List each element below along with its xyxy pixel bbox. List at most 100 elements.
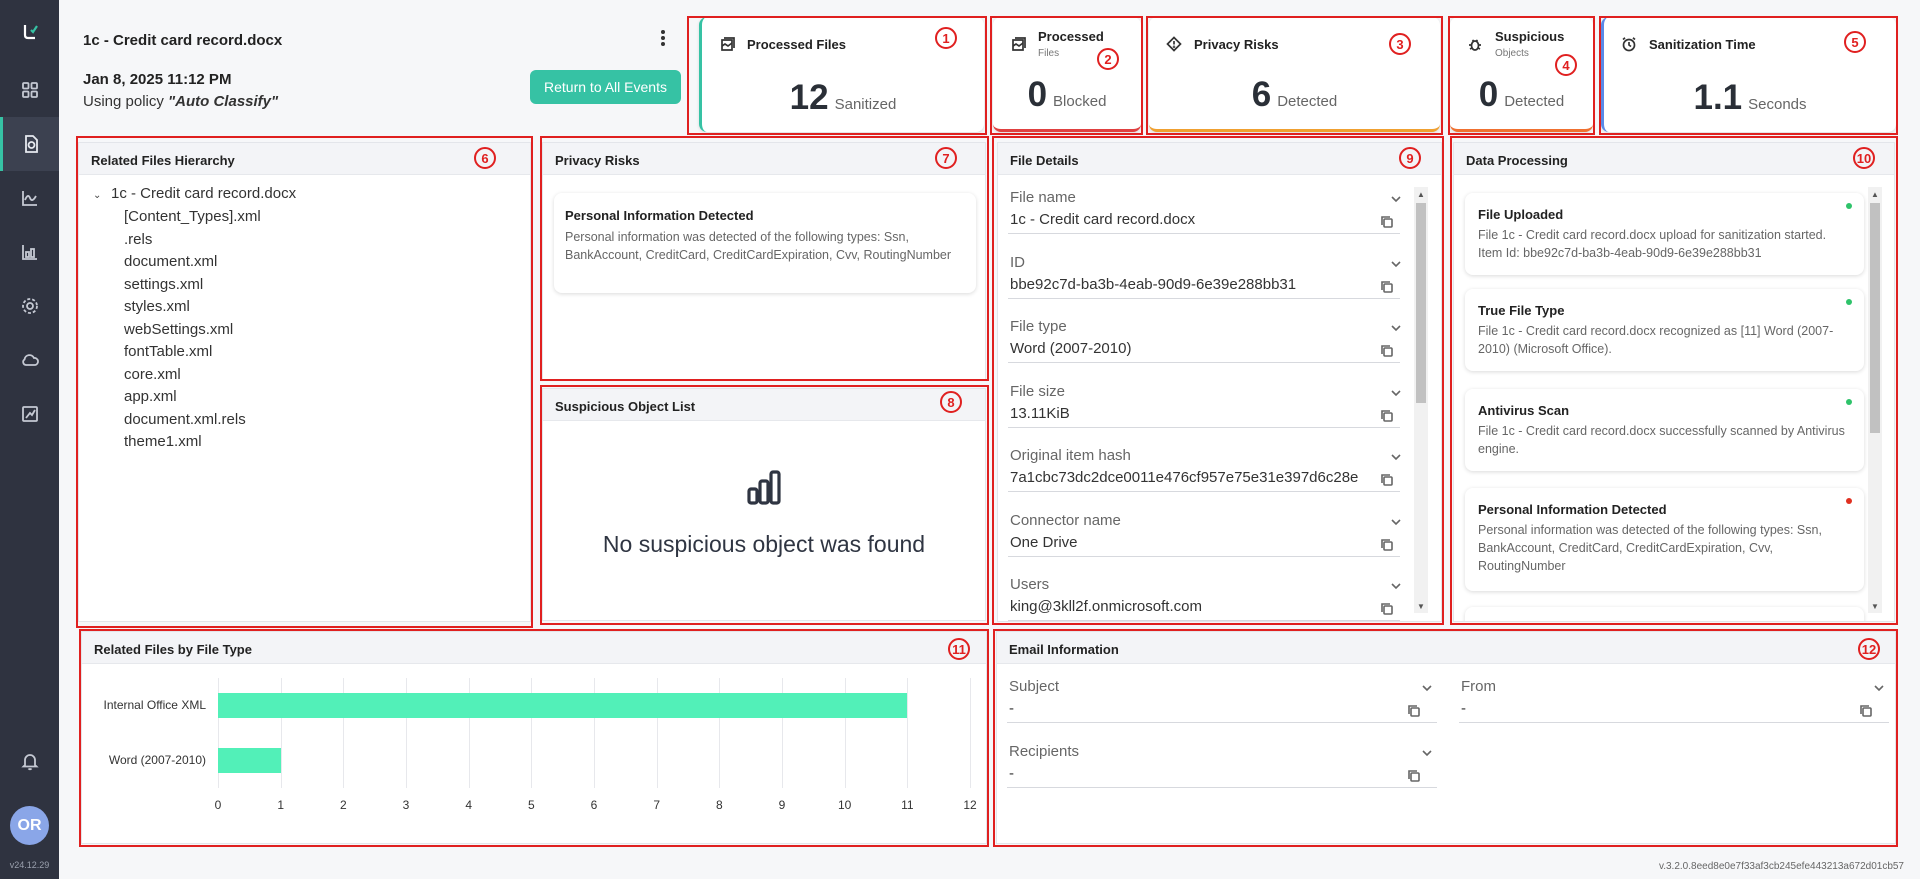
stat-card[interactable]: Processed Files 12 Sanitized	[699, 17, 984, 132]
processing-step-card[interactable]: File Uploaded File 1c - Credit card recor…	[1465, 193, 1864, 275]
dashboard-grid-icon[interactable]	[0, 63, 59, 117]
data-processing-scrollbar[interactable]: ▲ ▼	[1868, 187, 1882, 613]
scroll-up-arrow-icon[interactable]: ▲	[1871, 189, 1879, 199]
tree-root-item[interactable]: ⌄ 1c - Credit card record.docx	[93, 185, 296, 202]
processing-step-card[interactable]	[1465, 607, 1864, 621]
panel-title: Related Files Hierarchy	[79, 143, 530, 175]
tree-child-item[interactable]: .rels	[124, 230, 153, 248]
chart-bar[interactable]	[218, 748, 281, 773]
tree-child-item[interactable]: document.xml.rels	[124, 410, 246, 428]
stat-value: 1.1	[1693, 78, 1743, 117]
copy-icon[interactable]	[1380, 280, 1394, 294]
avatar[interactable]: OR	[10, 806, 49, 845]
scroll-down-arrow-icon[interactable]: ▼	[1871, 601, 1879, 611]
copy-icon[interactable]	[1407, 769, 1421, 783]
stat-value-row: 0 Detected	[1450, 75, 1593, 115]
tree-child-item[interactable]: document.xml	[124, 253, 218, 270]
file-details-panel: File Details File name 1c - Credit card r…	[997, 142, 1442, 622]
chevron-down-icon[interactable]	[1389, 321, 1403, 335]
scroll-up-arrow-icon[interactable]: ▲	[1417, 189, 1425, 199]
email-field: Subject -	[997, 678, 1445, 738]
stat-card[interactable]: Privacy Risks 6 Detected	[1149, 17, 1440, 132]
tree-child-item[interactable]: core.xml	[124, 365, 181, 383]
email-info-panel: Email Information Subject - From - Recipient…	[996, 631, 1896, 844]
processing-step-card[interactable]: Personal Information Detected Personal in…	[1465, 488, 1864, 591]
processing-step-card[interactable]: Antivirus Scan File 1c - Credit card reco…	[1465, 389, 1864, 471]
stat-unit: Seconds	[1748, 96, 1807, 113]
chevron-down-icon[interactable]	[1420, 681, 1434, 695]
chevron-down-icon[interactable]	[1389, 579, 1403, 593]
processing-steps: File Uploaded File 1c - Credit card recor…	[1454, 175, 1874, 621]
tree-child-item[interactable]: [Content_Types].xml	[124, 208, 261, 225]
step-title: Personal Information Detected	[1478, 502, 1667, 517]
tree-child-item[interactable]: fontTable.xml	[124, 343, 213, 360]
field-label: File size	[1010, 382, 1066, 400]
step-text: File 1c - Credit card record.docx upload…	[1478, 228, 1827, 260]
copy-icon[interactable]	[1380, 602, 1394, 616]
field-underline	[1007, 787, 1437, 788]
tree-child-item[interactable]: styles.xml	[124, 298, 190, 315]
file-detail-fields: File name 1c - Credit card record.docx ID b…	[998, 143, 1408, 621]
copy-icon[interactable]	[1380, 473, 1394, 487]
copy-icon[interactable]	[1380, 538, 1394, 552]
chevron-down-icon[interactable]	[1389, 257, 1403, 271]
chevron-down-icon[interactable]	[1872, 681, 1886, 695]
copy-icon[interactable]	[1407, 704, 1421, 718]
chevron-down-icon[interactable]	[1389, 386, 1403, 400]
chart-gridline	[343, 678, 345, 788]
chevron-down-icon[interactable]	[1389, 450, 1403, 464]
processing-step-card[interactable]: True File Type File 1c - Credit card reco…	[1465, 289, 1864, 371]
stat-title: Privacy Risks	[1194, 37, 1279, 52]
scrollbar-thumb[interactable]	[1870, 203, 1880, 433]
tree-root-label: 1c - Credit card record.docx	[111, 185, 297, 202]
chart-bar[interactable]	[218, 693, 908, 718]
field-label: File name	[1010, 189, 1076, 206]
field-underline	[1008, 297, 1400, 299]
field-value: 13.11KiB	[1010, 404, 1070, 422]
tree-child-item[interactable]: webSettings.xml	[124, 320, 234, 338]
tree-child-item[interactable]: app.xml	[124, 388, 177, 405]
bell-icon[interactable]	[0, 734, 59, 788]
settings-gear-icon[interactable]	[0, 279, 59, 333]
reports-icon[interactable]	[0, 225, 59, 279]
cloud-icon[interactable]	[0, 333, 59, 387]
chevron-down-icon[interactable]: ⌄	[93, 190, 102, 201]
chevron-down-icon[interactable]	[1389, 192, 1403, 206]
events-icon[interactable]	[0, 117, 59, 171]
more-options-icon[interactable]	[656, 28, 670, 48]
chevron-down-icon[interactable]	[1420, 746, 1434, 760]
email-field: Recipients -	[997, 743, 1445, 803]
field-value: -	[1009, 765, 1014, 782]
scroll-down-arrow-icon[interactable]: ▼	[1417, 601, 1425, 611]
tree-child-item[interactable]: settings.xml	[124, 275, 204, 293]
field-underline	[1008, 491, 1400, 492]
field-value: king@3kll2f.onmicrosoft.com	[1010, 598, 1202, 615]
file-type-chart-panel: Related Files by File Type 0 1 2 3 4 5 6 7 8 9 10 1…	[81, 631, 987, 844]
file-stack-icon	[719, 36, 735, 52]
stat-card[interactable]: Processed Files 0 Blocked	[993, 17, 1141, 132]
copy-icon[interactable]	[1380, 344, 1394, 358]
return-to-all-events-button[interactable]: Return to All Events	[530, 70, 681, 104]
copy-icon[interactable]	[1859, 704, 1873, 718]
privacy-risk-card[interactable]: Personal Information Detected Personal i…	[554, 193, 976, 293]
x-tick-label: 1	[277, 798, 284, 812]
status-dot-icon	[1846, 399, 1852, 405]
chevron-down-icon[interactable]	[1389, 515, 1403, 529]
suspicious-objects-panel: Suspicious Object List No suspicious obj…	[542, 388, 986, 621]
copy-icon[interactable]	[1380, 215, 1394, 229]
analytics-chart-icon[interactable]	[0, 171, 59, 225]
chart-gridline	[970, 678, 971, 788]
privacy-risks-panel: Privacy Risks Personal Information Detec…	[542, 142, 986, 380]
field-value: 7a1cbc73dc2dce0011e476cf957e75e31e397d6c…	[1010, 469, 1359, 486]
file-details-scrollbar[interactable]: ▲ ▼	[1414, 187, 1428, 613]
logo-icon[interactable]	[0, 4, 59, 58]
scrollbar-thumb[interactable]	[1416, 203, 1426, 403]
stat-card[interactable]: Suspicious Objects 0 Detected	[1450, 17, 1593, 132]
stat-value-row: 0 Blocked	[993, 75, 1141, 115]
copy-icon[interactable]	[1380, 409, 1394, 423]
export-report-icon[interactable]	[0, 387, 59, 441]
stat-unit: Detected	[1277, 93, 1338, 110]
privacy-risk-title: Personal Information Detected	[565, 208, 754, 223]
tree-child-item[interactable]: theme1.xml	[124, 433, 202, 450]
x-tick-label: 8	[715, 798, 723, 812]
